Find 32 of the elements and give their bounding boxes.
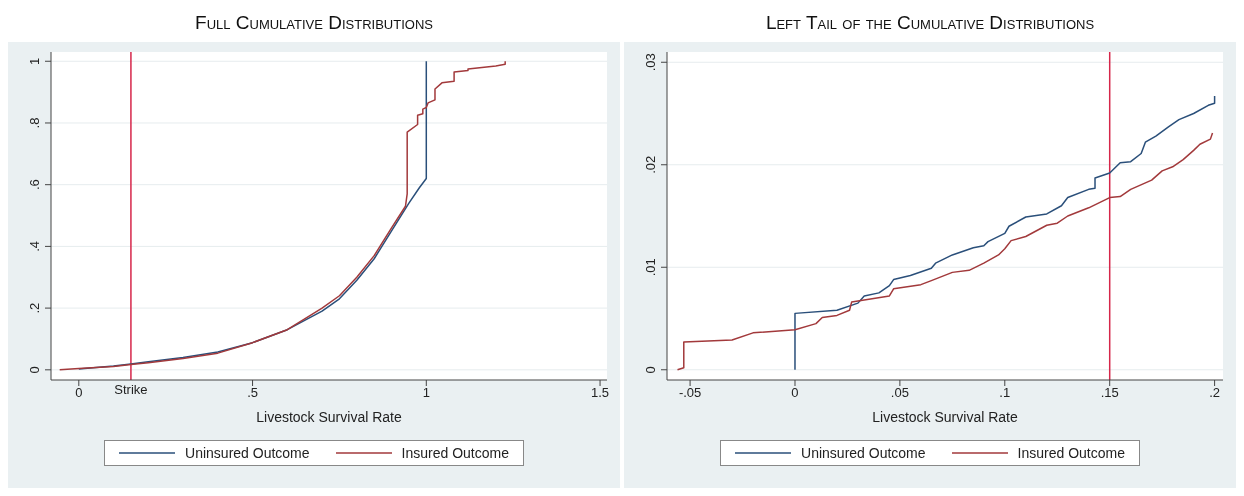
x-axis-title: Livestock Survival Rate [872,409,1018,425]
x-tick-label: .05 [890,385,909,401]
x-axis-title: Livestock Survival Rate [256,409,402,425]
legend-label: Insured Outcome [1017,445,1125,461]
y-tick-label: .6 [27,179,42,191]
y-tick-label: .4 [27,240,42,252]
legend-label: Uninsured Outcome [801,445,926,461]
x-tick-label: 1.5 [591,385,610,401]
line-series [676,132,1214,371]
y-tick-label: .01 [643,258,658,277]
y-tick-label: .2 [27,302,42,314]
ref-line-label: Strike [114,382,148,397]
line-series [58,60,506,371]
line-series [794,95,1216,371]
x-tick-label: .2 [1209,385,1221,401]
x-tick-label: .1 [999,385,1011,401]
y-tick-label: .8 [27,117,42,129]
y-tick-label: 0 [27,366,42,374]
chart-title: Full Cumulative Distributions [195,11,433,35]
x-tick-label: .15 [1100,385,1119,401]
y-tick-label: 1 [27,57,42,65]
x-tick-label: .5 [247,385,258,401]
x-tick-label: 1 [422,385,430,401]
legend-label: Uninsured Outcome [185,445,310,461]
legend-label: Insured Outcome [401,445,509,461]
y-tick-label: 0 [643,366,658,374]
chart-title: Left Tail of the Cumulative Distributions [765,11,1095,35]
y-tick-label: .02 [643,155,658,174]
x-tick-label: 0 [791,385,799,401]
x-tick-label: 0 [75,385,83,401]
y-tick-label: .03 [643,53,658,72]
x-tick-label: -.05 [678,385,702,401]
